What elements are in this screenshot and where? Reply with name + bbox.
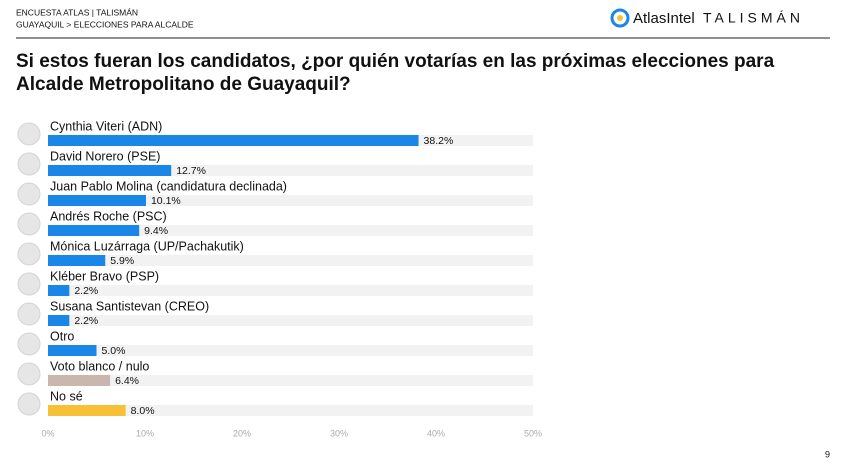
bar (48, 135, 419, 146)
category-label: No sé (50, 389, 83, 403)
bar (48, 315, 70, 326)
bar (48, 195, 146, 206)
value-label: 5.0% (102, 345, 126, 357)
bar (48, 225, 140, 236)
avatar (17, 272, 41, 296)
avatar (17, 152, 41, 176)
avatar (17, 182, 41, 206)
x-tick-label: 50% (524, 428, 542, 438)
category-label: Susana Santistevan (CREO) (50, 299, 209, 313)
bar (48, 375, 111, 386)
category-label: Juan Pablo Molina (candidatura declinada… (50, 179, 287, 193)
value-label: 9.4% (144, 225, 168, 237)
category-label: Mónica Luzárraga (UP/Pachakutik) (50, 239, 244, 253)
bar-track (48, 315, 533, 326)
avatar (17, 332, 41, 356)
avatar (17, 362, 41, 386)
logo-icon (610, 8, 630, 28)
value-label: 12.7% (176, 165, 206, 177)
value-label: 38.2% (424, 135, 454, 147)
x-tick-label: 0% (41, 428, 54, 438)
value-label: 2.2% (74, 315, 98, 327)
value-label: 6.4% (115, 375, 139, 387)
value-label: 2.2% (74, 285, 98, 297)
x-tick-label: 40% (427, 428, 445, 438)
avatar (17, 392, 41, 416)
x-tick-label: 20% (233, 428, 251, 438)
header-line: GUAYAQUIL > ELECCIONES PARA ALCALDE (16, 19, 194, 29)
category-label: Andrés Roche (PSC) (50, 209, 167, 223)
value-label: 10.1% (151, 195, 181, 207)
bar (48, 255, 106, 266)
bar (48, 285, 70, 296)
category-label: Kléber Bravo (PSP) (50, 269, 159, 283)
category-label: Otro (50, 329, 74, 343)
avatar (17, 212, 41, 236)
category-label: Cynthia Viteri (ADN) (50, 119, 162, 133)
header-line: ENCUESTA ATLAS | TALISMÁN (16, 7, 138, 17)
category-label: Voto blanco / nulo (50, 359, 149, 373)
avatar (17, 122, 41, 146)
chart-title: Si estos fueran los candidatos, ¿por qui… (16, 51, 775, 95)
bar-track (48, 255, 533, 266)
bar-track (48, 225, 533, 236)
bar-track (48, 195, 533, 206)
x-tick-label: 30% (330, 428, 348, 438)
bar (48, 165, 172, 176)
x-tick-label: 10% (136, 428, 154, 438)
bar-track (48, 165, 533, 176)
bar (48, 345, 97, 356)
bar (48, 405, 126, 416)
page-number: 9 (825, 449, 830, 459)
logo-talisman: TALISMÁN (703, 10, 804, 26)
category-label: David Norero (PSE) (50, 149, 160, 163)
value-label: 5.9% (110, 255, 134, 267)
avatar (17, 302, 41, 326)
logo-atlas: AtlasIntel (633, 10, 695, 27)
bar-track (48, 345, 533, 356)
bar-track (48, 375, 533, 386)
bar-track (48, 405, 533, 416)
value-label: 8.0% (131, 405, 155, 417)
avatar (17, 242, 41, 266)
bar-track (48, 285, 533, 296)
logo-icon (617, 15, 623, 21)
